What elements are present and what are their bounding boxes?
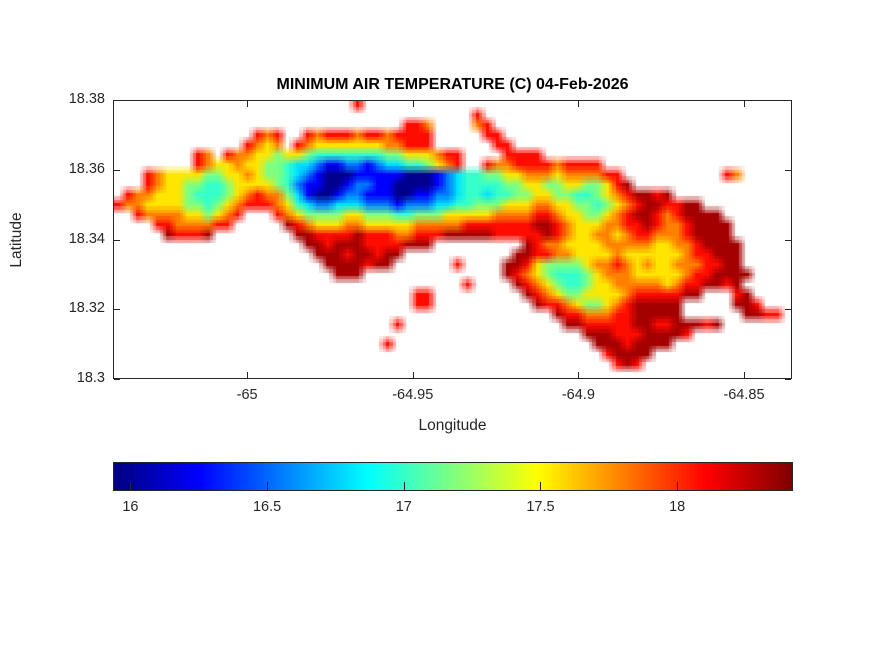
x-tick-mark-top: [578, 101, 580, 107]
colorbar-gradient-canvas: [114, 463, 792, 490]
colorbar-tick-mark: [403, 482, 405, 490]
y-tick-mark: [114, 100, 120, 101]
y-tick-label: 18.32: [68, 300, 105, 317]
y-tick-label: 18.34: [68, 230, 105, 247]
y-tick-mark-right: [785, 379, 791, 380]
y-tick-label: 18.3: [76, 370, 105, 386]
x-tick-label: -64.85: [723, 387, 765, 403]
colorbar-tick-mark: [267, 482, 269, 490]
colorbar-tick-label: 18: [669, 499, 686, 515]
x-tick-mark: [743, 372, 745, 378]
y-tick-mark-right: [785, 309, 791, 311]
y-tick-mark: [114, 309, 120, 311]
x-tick-mark-top: [743, 101, 745, 107]
y-tick-mark-right: [785, 239, 791, 241]
y-tick-label: 18.36: [68, 160, 105, 177]
x-tick-mark-top: [412, 101, 414, 107]
y-tick-mark: [114, 239, 120, 241]
plot-box: [113, 100, 792, 379]
x-tick-label: -64.9: [561, 387, 595, 403]
colorbar-tick-label: 17.5: [526, 499, 555, 515]
colorbar-tick-label: 16: [122, 499, 139, 515]
x-tick-mark-top: [247, 101, 249, 107]
plot-title: MINIMUM AIR TEMPERATURE (C) 04-Feb-2026: [276, 76, 629, 93]
temperature-heatmap-canvas: [113, 100, 792, 379]
y-tick-mark-right: [785, 169, 791, 171]
y-tick-label: 18.38: [68, 91, 105, 107]
x-axis-label: Longitude: [418, 417, 487, 434]
x-tick-mark: [578, 372, 580, 378]
y-tick-mark: [114, 169, 120, 171]
colorbar-tick-mark: [540, 482, 542, 490]
colorbar-tick-label: 17: [395, 499, 412, 515]
y-tick-mark-right: [785, 100, 791, 101]
x-tick-label: -64.95: [392, 387, 434, 403]
colorbar-tick-mark: [130, 482, 132, 490]
y-axis-label: Latitude: [8, 212, 25, 268]
x-tick-mark: [412, 372, 414, 378]
x-tick-label: -65: [236, 387, 258, 403]
x-tick-mark: [247, 372, 249, 378]
y-tick-mark: [114, 379, 120, 380]
colorbar: [113, 462, 793, 491]
colorbar-tick-mark: [677, 482, 679, 490]
colorbar-tick-label: 16.5: [252, 499, 282, 515]
